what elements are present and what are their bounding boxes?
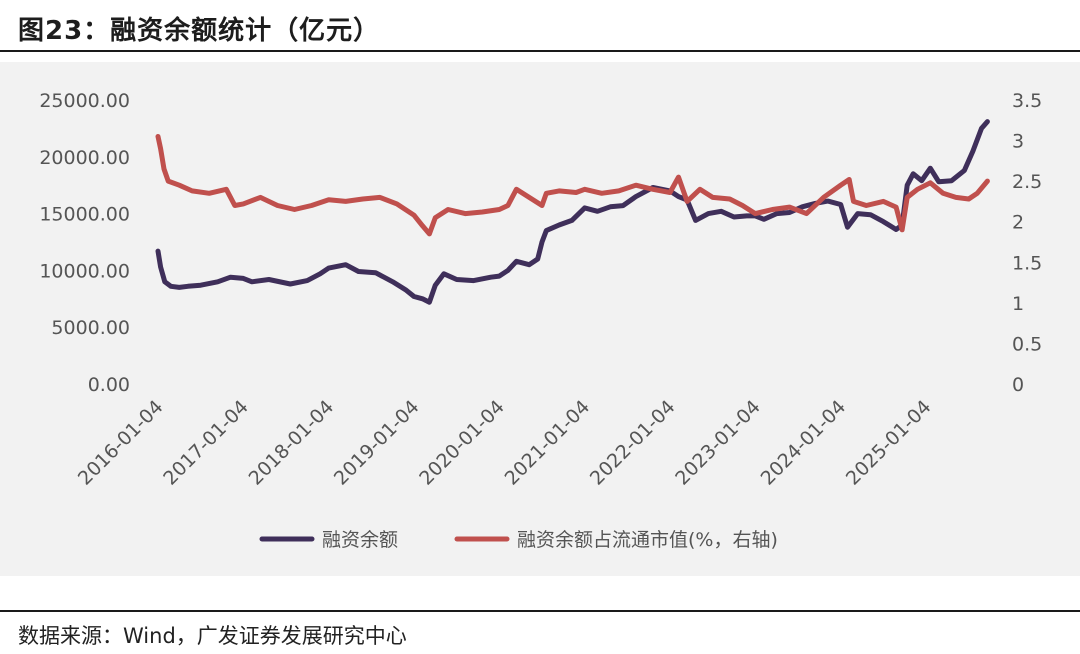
chart-panel [0,62,1080,576]
right-tick-label: 2.5 [1012,171,1042,193]
x-tick-label: 2024-01-04 [757,396,851,490]
x-tick-label: 2019-01-04 [330,396,424,490]
left-tick-label: 0.00 [88,374,130,396]
right-y-axis: 0 0.5 1 1.5 2 2.5 3 3.5 [1012,90,1042,396]
legend-label: 融资余额占流通市值(%，右轴) [517,529,778,551]
legend: 融资余额 融资余额占流通市值(%，右轴) [259,529,778,551]
top-rule [0,50,1080,52]
left-y-axis: 0.00 5000.00 10000.00 15000.00 20000.00 25000… [39,90,130,396]
series-line-margin-balance [155,119,990,305]
x-tick-label: 2017-01-04 [159,396,253,490]
right-tick-label: 1.5 [1012,252,1042,274]
left-tick-label: 20000.00 [39,147,130,169]
right-tick-label: 3.5 [1012,90,1042,112]
x-tick-label: 2018-01-04 [245,396,339,490]
x-tick-label: 2023-01-04 [671,396,765,490]
x-tick-label: 2022-01-04 [586,396,680,490]
x-tick-label: 2021-01-04 [501,396,595,490]
source-note: 数据来源：Wind，广发证券发展研究中心 [18,624,407,648]
right-tick-label: 0 [1012,374,1024,396]
series-line-margin-ratio [155,134,990,237]
x-axis: 2016-01-042017-01-042018-01-042019-01-04… [74,396,936,490]
x-tick-label: 2020-01-04 [415,396,509,490]
figure-title: 图23：融资余额统计（亿元） [18,16,381,46]
series-layer [155,119,990,305]
right-tick-label: 0.5 [1012,333,1042,355]
left-tick-label: 5000.00 [51,317,130,339]
left-tick-label: 15000.00 [39,204,130,226]
bottom-rule [0,610,1080,612]
right-tick-label: 2 [1012,212,1024,234]
x-tick-label: 2025-01-04 [842,396,936,490]
right-tick-label: 1 [1012,293,1024,315]
left-tick-label: 10000.00 [39,260,130,282]
x-tick-label: 2016-01-04 [74,396,168,490]
right-tick-label: 3 [1012,131,1024,153]
left-tick-label: 25000.00 [39,90,130,112]
legend-label: 融资余额 [322,529,398,551]
figure-header: 图23：融资余额统计（亿元） [0,0,1080,52]
